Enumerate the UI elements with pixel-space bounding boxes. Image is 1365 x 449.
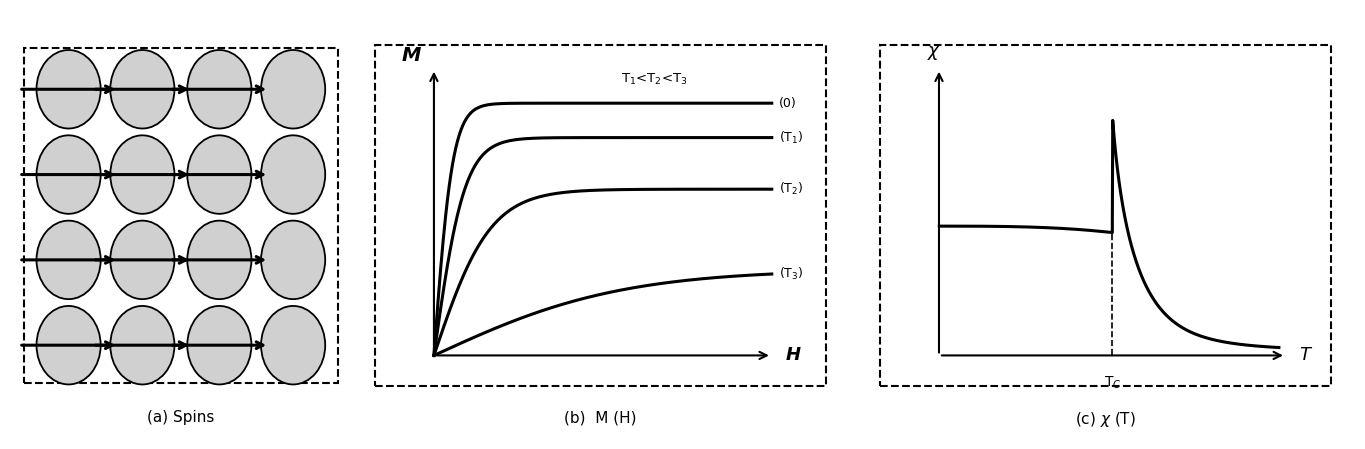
Text: T: T bbox=[1299, 347, 1310, 365]
Ellipse shape bbox=[37, 306, 101, 384]
Text: $\chi$: $\chi$ bbox=[927, 44, 942, 62]
Text: T$_C$: T$_C$ bbox=[1104, 374, 1121, 391]
Ellipse shape bbox=[261, 220, 325, 299]
Ellipse shape bbox=[111, 220, 175, 299]
Ellipse shape bbox=[37, 220, 101, 299]
Text: (c) $\chi$ (T): (c) $\chi$ (T) bbox=[1076, 410, 1136, 429]
Ellipse shape bbox=[111, 50, 175, 128]
Ellipse shape bbox=[37, 50, 101, 128]
Ellipse shape bbox=[187, 306, 251, 384]
Ellipse shape bbox=[111, 306, 175, 384]
Text: (b)  M (H): (b) M (H) bbox=[564, 410, 637, 425]
Ellipse shape bbox=[187, 135, 251, 214]
Ellipse shape bbox=[261, 135, 325, 214]
Text: (T$_3$): (T$_3$) bbox=[778, 266, 803, 282]
Ellipse shape bbox=[37, 135, 101, 214]
Ellipse shape bbox=[261, 50, 325, 128]
Text: T$_1$<T$_2$<T$_3$: T$_1$<T$_2$<T$_3$ bbox=[621, 72, 688, 87]
Ellipse shape bbox=[111, 135, 175, 214]
Text: (T$_1$): (T$_1$) bbox=[778, 129, 803, 145]
Text: (T$_2$): (T$_2$) bbox=[778, 181, 803, 197]
Ellipse shape bbox=[187, 220, 251, 299]
Text: H: H bbox=[785, 347, 800, 365]
Text: (0): (0) bbox=[778, 97, 796, 110]
Ellipse shape bbox=[187, 50, 251, 128]
Text: (a) Spins: (a) Spins bbox=[147, 410, 214, 425]
Text: M: M bbox=[401, 46, 420, 66]
Ellipse shape bbox=[261, 306, 325, 384]
